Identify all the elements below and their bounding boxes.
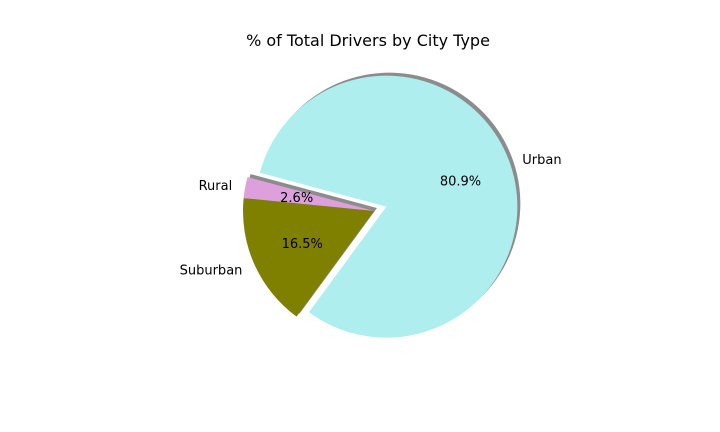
slice-percent-rural: 2.6%: [280, 191, 313, 206]
pie-slices: [243, 75, 518, 338]
slice-label-suburban: Suburban: [180, 264, 243, 279]
slice-percent-urban: 80.9%: [440, 175, 481, 190]
slice-shadow-rural: [246, 174, 377, 208]
slice-rural: [243, 177, 374, 211]
slice-urban: [259, 75, 518, 338]
slice-percent-suburban: 16.5%: [282, 237, 323, 252]
chart-title: % of Total Drivers by City Type: [246, 31, 490, 50]
slice-suburban: [243, 198, 374, 317]
slice-labels: Rural 2.6% Suburban 16.5% Urban 80.9%: [180, 153, 562, 279]
slice-label-urban: Urban: [522, 153, 561, 168]
slice-label-rural: Rural: [199, 179, 233, 194]
